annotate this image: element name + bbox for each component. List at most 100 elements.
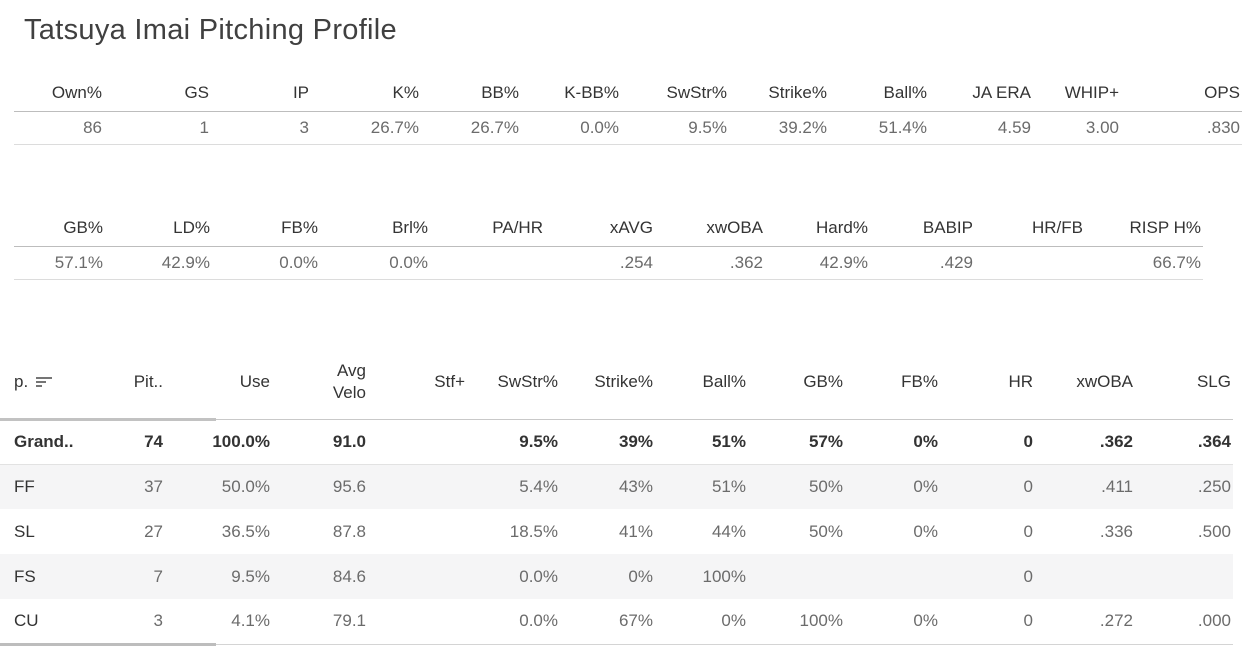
stat-cell: 0 [1023,566,1033,586]
column-header[interactable]: Stf+ [434,371,465,391]
stat-cell: 3 [299,117,309,137]
pitch-column-header[interactable]: p. [0,345,120,419]
pitch-type-cell: FS [14,566,36,586]
column-header: BB% [481,82,519,102]
stat-cell: .362 [729,253,763,272]
stat-cell: 0 [1023,521,1033,541]
table-row-cu: CU 3 4.1% 79.1 0.0% 67% 0% 100% 0% 0 .27… [0,599,1233,644]
stat-cell: 66.7% [1152,253,1201,272]
column-header[interactable]: Ball% [702,371,746,391]
column-header: Strike% [768,82,827,102]
stat-cell [430,247,545,280]
stat-cell: 9.5% [688,117,727,137]
stat-cell: 0.0% [519,611,558,631]
stat-cell: .411 [1101,476,1133,496]
column-header: BABIP [922,218,973,238]
column-header: K% [392,82,419,102]
stat-cell [845,554,940,599]
column-header: RISP H% [1129,218,1202,238]
table-row: 57.1% 42.9% 0.0% 0.0% .254 .362 42.9% .4… [14,247,1203,280]
column-header[interactable]: xwOBA [1076,371,1133,391]
table-row-fs: FS 7 9.5% 84.6 0.0% 0% 100% 0 [0,554,1233,599]
page-title: Tatsuya Imai Pitching Profile [24,14,397,46]
stat-cell: 51.4% [878,117,927,137]
column-header: PA/HR [492,218,543,238]
stat-cell: 100% [799,611,843,631]
column-header[interactable]: FB% [901,371,938,391]
stat-cell: 43% [618,476,653,496]
stat-cell: 0 [1023,476,1033,496]
table-row-grand-total: Grand.. 74 100.0% 91.0 9.5% 39% 51% 57% … [0,419,1233,464]
stat-cell: 26.7% [470,117,519,137]
column-header[interactable]: Use [239,371,270,391]
stat-cell: 67% [618,611,653,631]
stat-cell [368,554,467,599]
stat-cell: .336 [1099,521,1133,541]
stat-cell: 3.00 [1085,117,1119,137]
pitch-column-label: p. [14,371,29,391]
stat-cell: 39.2% [778,117,827,137]
row-header-pane-bottom-divider [0,642,216,646]
batted-ball-stats-table: GB% LD% FB% Brl% PA/HR xAVG xwOBA Hard% … [14,211,1203,281]
column-header: Brl% [392,218,428,238]
stat-cell: 41% [618,521,653,541]
stat-cell: 57% [808,431,843,451]
stat-cell: 86 [83,117,102,137]
stat-cell [368,419,467,464]
column-header[interactable]: Pit.. [133,371,163,391]
stat-cell: 27 [144,521,163,541]
stat-cell: 51% [711,431,746,451]
stat-cell: 0% [913,611,938,631]
stat-cell: 9.5% [231,566,270,586]
column-header: FB% [281,218,318,238]
stat-cell: .500 [1197,521,1231,541]
stat-cell [368,599,467,644]
column-header[interactable]: GB% [803,371,843,391]
stat-cell: 51% [711,476,746,496]
stat-cell: 50% [808,521,843,541]
column-header: LD% [173,218,210,238]
stat-cell: 39% [618,431,653,451]
table-row: 86 1 3 26.7% 26.7% 0.0% 9.5% 39.2% 51.4%… [14,111,1242,144]
stat-cell: 44% [711,521,746,541]
stat-cell: .364 [1197,431,1231,451]
pitch-type-cell: SL [14,521,35,541]
column-header[interactable]: HR [1008,371,1033,391]
stat-cell: 100.0% [212,431,270,451]
pitch-type-cell: CU [14,611,39,631]
stat-cell: 57.1% [54,253,103,272]
pitch-mix-table: p. Pit.. Use Avg Velo Stf+ SwStr% Strike… [0,345,1233,645]
stat-cell: .429 [939,253,973,272]
column-header[interactable]: SLG [1196,371,1231,391]
column-header: IP [292,82,309,102]
column-header[interactable]: SwStr% [497,371,558,391]
stat-cell: 0% [721,611,746,631]
column-header: JA ERA [972,82,1031,102]
stat-cell: 18.5% [509,521,558,541]
column-header: GB% [63,218,103,238]
column-header: SwStr% [666,82,727,102]
column-header: GS [184,82,209,102]
stat-cell: 5.4% [519,476,558,496]
stat-cell: 1 [199,117,209,137]
stat-cell [975,247,1085,280]
stat-cell: .254 [619,253,653,272]
stat-cell: 42.9% [161,253,210,272]
stat-cell: .250 [1197,476,1231,496]
stat-cell: 42.9% [819,253,868,272]
column-header: Own% [51,82,102,102]
stat-cell: 50% [808,476,843,496]
stat-cell: 0% [913,521,938,541]
stat-cell [748,554,845,599]
stat-cell: 0 [1023,431,1033,451]
stat-cell: 91.0 [332,431,366,451]
column-header[interactable]: Avg Velo [332,360,366,402]
column-header: Ball% [883,82,927,102]
stat-cell: 100% [702,566,746,586]
table-row-ff: FF 37 50.0% 95.6 5.4% 43% 51% 50% 0% 0 .… [0,464,1233,509]
row-header-pane-divider [0,418,216,421]
sort-descending-icon[interactable] [36,375,53,389]
column-header[interactable]: Strike% [594,371,653,391]
summary-stats-table: Own% GS IP K% BB% K-BB% SwStr% Strike% B… [14,75,1242,145]
stat-cell: 87.8 [332,521,366,541]
